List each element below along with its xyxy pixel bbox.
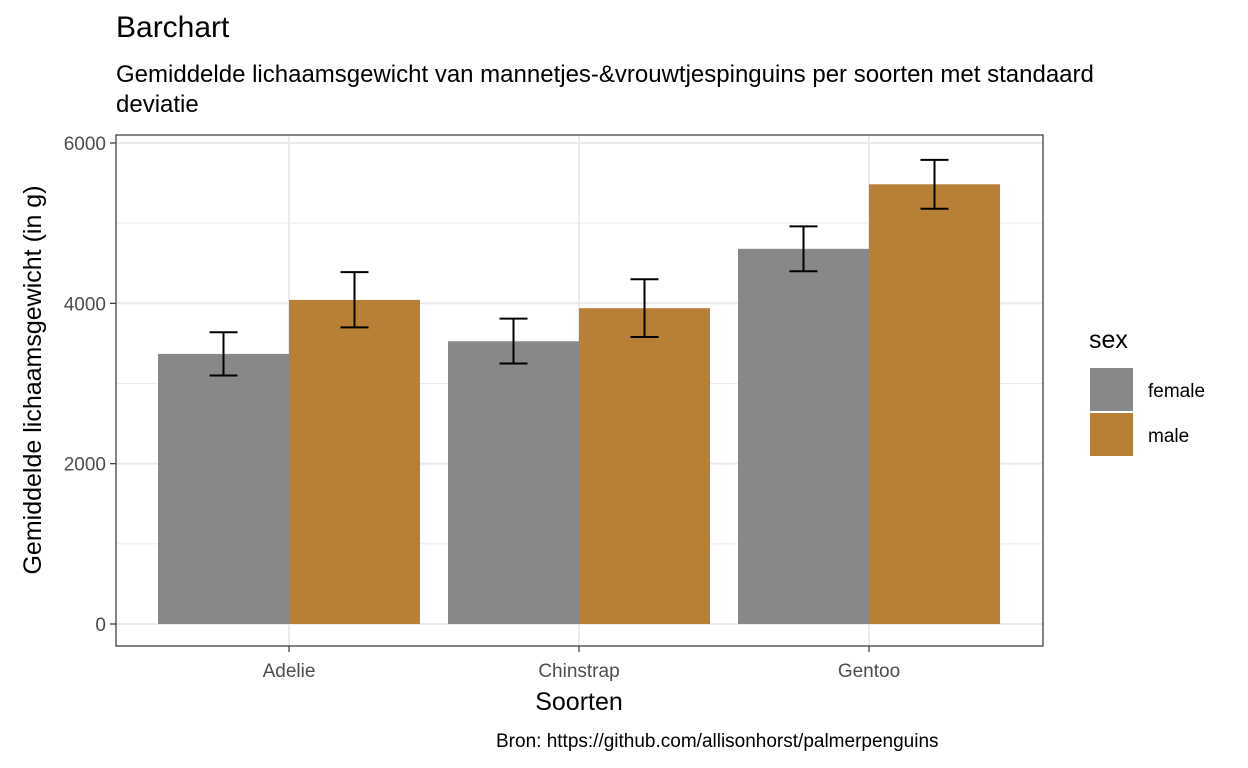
bars (158, 184, 1000, 624)
bar-male-adelie (289, 299, 420, 624)
y-tick-label: 2000 (64, 455, 106, 476)
x-tick-label: Gentoo (838, 661, 900, 682)
x-tick-label: Chinstrap (538, 661, 619, 682)
legend-label-male: male (1148, 426, 1189, 447)
chart-title: Barchart (116, 11, 230, 44)
legend-key-male (1090, 413, 1133, 456)
legend-key-female (1090, 368, 1133, 411)
y-tick-label: 4000 (64, 294, 106, 315)
legend-label-female: female (1148, 381, 1205, 402)
x-tick-label: Adelie (263, 661, 316, 682)
y-tick-label: 6000 (64, 134, 106, 155)
x-axis-title: Soorten (535, 688, 623, 716)
chart-subtitle: Gemiddelde lichaamsgewicht van mannetjes… (116, 61, 1094, 118)
axes: 0 2000 4000 6000 Adelie Chinstrap Gentoo (64, 134, 900, 682)
legend-title: sex (1089, 326, 1128, 354)
legend: sex female male (1089, 326, 1205, 456)
y-tick-label: 0 (95, 615, 106, 636)
bar-female-gentoo (738, 248, 869, 624)
bar-female-chinstrap (448, 341, 579, 624)
bar-male-chinstrap (579, 308, 710, 624)
error-bars (209, 158, 949, 377)
y-axis-title: Gemiddelde lichaamsgewicht (in g) (19, 185, 47, 574)
bar-female-adelie (158, 353, 289, 624)
bar-male-gentoo (869, 184, 1000, 624)
chart-caption: Bron: https://github.com/allisonhorst/pa… (496, 731, 939, 752)
